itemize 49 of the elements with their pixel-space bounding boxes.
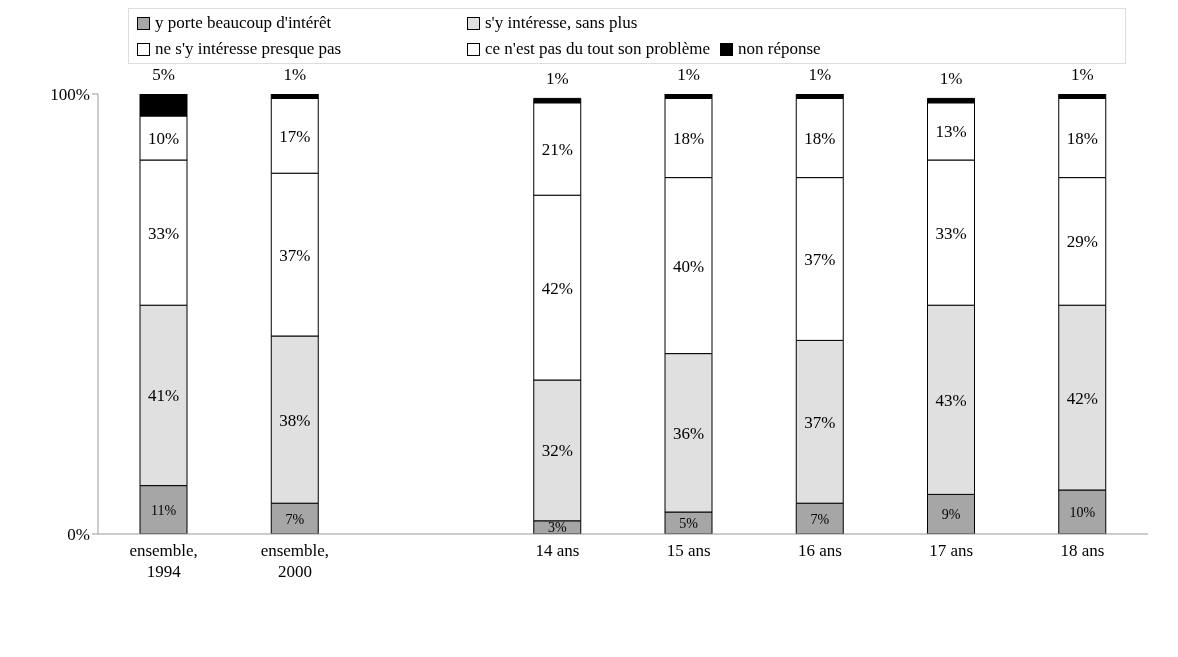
data-label: 37% [804,250,836,269]
data-label: 3% [547,520,567,536]
data-label: 41% [147,386,180,406]
data-label: 37% [279,245,311,265]
data-label: 40% [672,256,705,276]
data-label: 37% [804,412,836,432]
legend-label: non réponse [737,39,821,59]
y-tick-label: 0% [67,525,90,545]
x-tick-label: 18 ans [1060,541,1105,560]
data-label: 33% [935,223,967,243]
data-label: 33% [147,223,180,243]
data-label: 1% [1070,65,1094,84]
x-tick-label: ensemble, 1994 [129,541,198,581]
data-label: 18% [672,129,705,148]
data-label: 18% [804,129,836,148]
legend-label: s'y intéresse, sans plus [485,13,638,33]
legend-label: y porte beaucoup d'intérêt [155,13,332,33]
data-label: 32% [541,441,573,461]
data-label: 10% [147,129,180,148]
data-label: 43% [935,390,967,410]
data-label: 38% [279,410,311,430]
x-tick-label: 16 ans [797,541,842,560]
legend-label: ne s'y intéresse presque pas [155,39,342,59]
data-label: 21% [541,140,573,159]
data-label: 7% [810,511,830,527]
legend-label: ce n'est pas du tout son problème [485,39,710,59]
data-label: 1% [808,65,832,84]
data-label: 29% [1066,232,1098,252]
data-label: 1% [545,69,569,89]
data-label: 1% [283,65,307,84]
data-label: 36% [672,423,705,443]
data-label: 13% [935,122,967,142]
data-label: 9% [941,507,961,523]
data-label: 10% [1069,505,1096,520]
x-tick-label: ensemble, 2000 [260,541,330,581]
data-label: 18% [1066,129,1098,148]
data-label: 17% [279,126,311,146]
y-tick-label: 100% [50,85,90,105]
data-label: 42% [541,278,573,298]
data-label: 1% [677,65,700,84]
data-label: 1% [939,69,963,89]
data-label: 7% [285,511,305,527]
data-label: 5% [679,516,699,531]
x-tick-label: 14 ans [535,541,580,560]
data-label: 11% [150,502,177,518]
data-label: 5% [152,65,175,84]
x-tick-label: 15 ans [666,541,711,560]
x-tick-label: 17 ans [929,541,974,560]
data-label: 42% [1066,388,1098,408]
